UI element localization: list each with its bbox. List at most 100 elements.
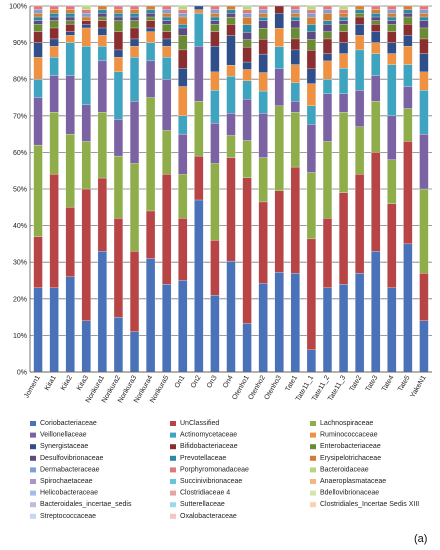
legend: Coriobacteriaceae UnClassified Lachnospira… xyxy=(30,420,419,520)
bar-segment xyxy=(290,82,300,102)
bar-segment xyxy=(355,5,365,10)
bar-segment xyxy=(242,323,252,373)
bar-segment xyxy=(129,9,140,14)
bar-segment xyxy=(419,71,429,91)
bar-segment xyxy=(258,283,268,373)
legend-label: Streptococcaceae xyxy=(40,513,96,520)
bar-segment xyxy=(339,24,349,32)
y-tick-label: 20% xyxy=(13,296,27,303)
bar-segment xyxy=(242,39,252,48)
bar-segment xyxy=(162,57,172,80)
bar-segment xyxy=(194,199,204,373)
bar-segment xyxy=(371,152,381,252)
bar-segment xyxy=(371,31,381,43)
bar-segment xyxy=(49,13,59,18)
bar-segment xyxy=(290,49,300,65)
legend-swatch xyxy=(310,502,316,508)
legend-item: Prevotellaceae xyxy=(170,455,226,462)
bar-segment xyxy=(258,9,268,14)
x-tick-label: On2 xyxy=(190,374,203,389)
bar-segment xyxy=(387,20,397,25)
bar-segment xyxy=(146,20,156,29)
bar-segment xyxy=(322,53,333,62)
bar-segment xyxy=(242,9,252,14)
bar-segment xyxy=(339,112,349,193)
bar-segment xyxy=(49,287,59,373)
legend-item: Erysipelotrichaceae xyxy=(310,455,381,462)
bar-segment xyxy=(371,53,381,76)
bar-segment xyxy=(419,188,429,274)
bar-segment xyxy=(226,76,236,114)
x-tick-label: Jomen1 xyxy=(23,374,42,399)
bar-segment xyxy=(194,9,204,14)
legend-swatch xyxy=(170,490,176,496)
bar-segment xyxy=(322,287,333,373)
bar-segment xyxy=(290,273,300,373)
bar-segment xyxy=(306,24,316,33)
x-tick-label: Kita2 xyxy=(60,374,74,391)
bar-segment xyxy=(274,5,284,14)
bar-segment xyxy=(258,53,268,73)
bar-segment xyxy=(355,24,365,36)
bar-segment xyxy=(258,72,268,92)
bar-segment xyxy=(419,38,429,54)
bar-segment xyxy=(226,5,236,10)
bar-segment xyxy=(194,101,204,157)
bar-segment xyxy=(162,16,172,21)
bar-segment xyxy=(322,20,333,25)
bar-segment xyxy=(355,49,365,91)
x-tick-label: On4 xyxy=(222,374,235,389)
bar-segment xyxy=(65,9,75,14)
bar-segment xyxy=(33,236,43,288)
x-tick-label: Tate1 xyxy=(284,374,299,392)
bar-segment xyxy=(306,124,316,173)
y-tick-label: 70% xyxy=(13,113,27,120)
bar-segment xyxy=(178,5,188,10)
bar-segment xyxy=(129,251,140,332)
legend-item: Dermabacteraceae xyxy=(30,466,100,473)
x-tick-label: Kita1 xyxy=(44,374,58,391)
legend-swatch xyxy=(310,455,316,461)
bar-segment xyxy=(162,20,172,25)
bar-segment xyxy=(387,42,397,54)
bar-segment xyxy=(49,75,59,113)
legend-label: Erysipelotrichaceae xyxy=(320,455,381,462)
bar-segment xyxy=(178,16,188,25)
bar-segment xyxy=(210,20,220,25)
legend-item: Oxalobacteraceae xyxy=(170,513,237,520)
bar-segment xyxy=(403,5,413,10)
bar-segment xyxy=(258,5,268,10)
y-tick-label: 0% xyxy=(17,370,27,377)
bar-segment xyxy=(403,64,413,87)
bar-segment xyxy=(162,38,172,47)
legend-swatch xyxy=(310,432,316,438)
bar-segment xyxy=(146,9,156,14)
bar-segment xyxy=(419,133,429,190)
legend-swatch xyxy=(310,490,316,496)
x-tick-label: Tate5 xyxy=(397,374,412,392)
bar-segment xyxy=(210,31,220,47)
bar-segment xyxy=(322,141,333,219)
bar-segment xyxy=(339,5,349,10)
bar-segment xyxy=(162,31,172,40)
bar-segment xyxy=(146,16,156,21)
bar-segment xyxy=(226,9,236,14)
legend-label: Lachnospiraceae xyxy=(320,420,373,427)
bar-segment xyxy=(258,113,268,158)
bar-segment xyxy=(81,20,91,25)
x-tick-label: Tate3 xyxy=(365,374,380,392)
bar-segment xyxy=(178,280,188,373)
bar-segment xyxy=(178,86,188,116)
bar-segment xyxy=(210,71,220,91)
bar-segment xyxy=(194,46,204,102)
bar-segment xyxy=(81,5,91,10)
bar-segment xyxy=(97,46,107,62)
bar-segment xyxy=(371,75,381,102)
panel-label: (a) xyxy=(414,533,428,545)
bar-segment xyxy=(355,16,365,25)
bar-segment xyxy=(419,16,429,21)
bar-segment xyxy=(129,16,140,21)
legend-label: Bdellovibrionaceae xyxy=(320,490,379,497)
